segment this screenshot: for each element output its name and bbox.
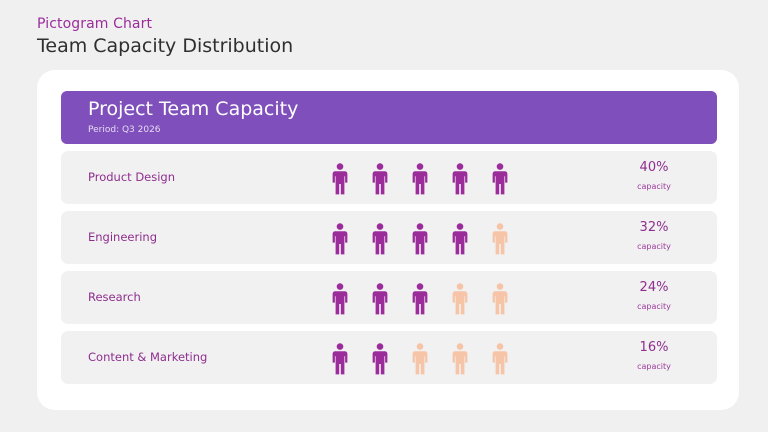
icon-group [332, 283, 512, 315]
person-icon-filled [332, 223, 348, 255]
person-icon-empty [492, 343, 508, 375]
percent-label: 40% [639, 160, 669, 175]
person-icon-filled [332, 283, 348, 315]
icon-group [332, 163, 512, 195]
person-icon-empty [492, 283, 508, 315]
person-icon-empty [452, 343, 468, 375]
row-label: Engineering [88, 230, 157, 244]
row-label: Research [88, 290, 141, 304]
capacity-label: capacity [637, 362, 671, 371]
capacity-label: capacity [637, 242, 671, 251]
icon-group [332, 343, 512, 375]
row-label: Content & Marketing [88, 350, 208, 364]
chart-title: Project Team Capacity [88, 98, 299, 120]
person-icon-filled [452, 223, 468, 255]
person-icon-filled [412, 163, 428, 195]
capacity-label: capacity [637, 182, 671, 191]
person-icon-empty [492, 223, 508, 255]
person-icon-filled [372, 163, 388, 195]
person-icon-filled [332, 343, 348, 375]
percent-label: 24% [639, 280, 669, 295]
chart-row-product-design: Product Design 40% capacity [61, 151, 717, 204]
eyebrow-label: Pictogram Chart [37, 16, 153, 32]
person-icon-empty [412, 343, 428, 375]
person-icon-filled [372, 223, 388, 255]
person-icon-filled [372, 283, 388, 315]
page-title: Team Capacity Distribution [37, 35, 294, 57]
chart-row-content-marketing: Content & Marketing 16% capacity [61, 331, 717, 384]
capacity-label: capacity [637, 302, 671, 311]
person-icon-filled [412, 283, 428, 315]
chart-card: Project Team Capacity Period: Q3 2026 Pr… [37, 70, 739, 410]
chart-row-research: Research 24% capacity [61, 271, 717, 324]
person-icon-filled [372, 343, 388, 375]
person-icon-filled [452, 163, 468, 195]
percent-label: 16% [639, 340, 669, 355]
chart-row-engineering: Engineering 32% capacity [61, 211, 717, 264]
person-icon-filled [332, 163, 348, 195]
icon-group [332, 223, 512, 255]
person-icon-filled [492, 163, 508, 195]
row-label: Product Design [88, 170, 176, 184]
percent-label: 32% [639, 220, 669, 235]
chart-header: Project Team Capacity Period: Q3 2026 [61, 91, 717, 144]
chart-subtitle: Period: Q3 2026 [88, 125, 161, 135]
person-icon-empty [452, 283, 468, 315]
person-icon-filled [412, 223, 428, 255]
